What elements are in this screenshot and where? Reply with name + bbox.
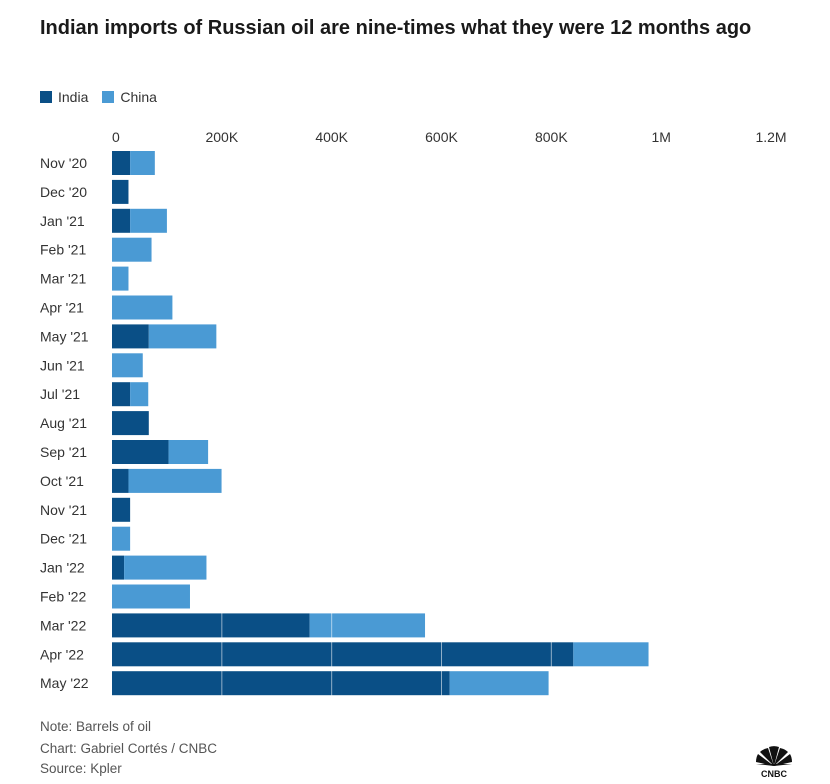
grid-lines — [221, 150, 772, 698]
category-label: Jan '21 — [40, 213, 85, 229]
cnbc-logo: CNBC — [755, 746, 793, 779]
footer-credit: Chart: Gabriel Cortés / CNBC — [40, 741, 218, 756]
bar-india — [112, 497, 131, 522]
legend-swatch-india — [40, 91, 52, 103]
x-tick-label: 800K — [535, 129, 568, 145]
x-axis-ticks: 0 200K 400K 600K 800K 1M 1.2M — [112, 129, 787, 145]
bar-china — [112, 526, 131, 551]
bar-china — [309, 613, 426, 638]
bar-china — [112, 353, 143, 378]
bar-india — [112, 382, 131, 407]
legend-label-india: India — [58, 89, 89, 105]
bar-india — [112, 555, 125, 580]
category-label: Apr '22 — [40, 646, 84, 662]
category-label: Apr '21 — [40, 300, 84, 316]
bar-china — [112, 237, 152, 262]
category-label: Dec '20 — [40, 184, 87, 200]
category-label: Dec '21 — [40, 531, 87, 547]
bar-india — [112, 411, 149, 436]
legend-item-china: China — [102, 89, 157, 105]
x-tick-label: 600K — [425, 129, 458, 145]
bar-china — [112, 295, 173, 320]
bar-india — [112, 468, 129, 493]
bar-china — [130, 382, 149, 407]
legend: India China — [40, 89, 171, 105]
category-label: Feb '22 — [40, 589, 86, 605]
bar-china — [128, 468, 222, 493]
category-label: May '22 — [40, 675, 89, 691]
bar-india — [112, 671, 450, 696]
category-label: Mar '22 — [40, 617, 86, 633]
category-label: Sep '21 — [40, 444, 87, 460]
footer-note: Note: Barrels of oil — [40, 719, 152, 734]
bar-india — [112, 613, 310, 638]
category-label: Feb '21 — [40, 242, 86, 258]
bar-india — [112, 324, 149, 349]
bar-china — [148, 324, 217, 349]
bar-india — [112, 208, 131, 233]
bar-china — [112, 266, 129, 291]
bar-china — [168, 440, 209, 464]
footer-source: Source: Kpler — [40, 761, 122, 776]
chart-title: Indian imports of Russian oil are nine-t… — [40, 17, 752, 39]
category-label: May '21 — [40, 328, 89, 344]
category-label: Nov '20 — [40, 155, 87, 171]
x-tick-label: 1M — [651, 129, 670, 145]
x-tick-label: 1.2M — [755, 129, 786, 145]
category-label: Oct '21 — [40, 473, 84, 489]
bar-china — [449, 671, 549, 696]
category-label: Aug '21 — [40, 415, 87, 431]
logo-text: CNBC — [761, 769, 787, 779]
y-axis-categories: Nov '20 Dec '20 Jan '21 Feb '21 Mar '21 Apr '… — [40, 155, 89, 691]
category-label: Jun '21 — [40, 357, 85, 373]
category-label: Mar '21 — [40, 271, 86, 287]
x-tick-label: 0 — [112, 129, 120, 145]
bar-india — [112, 151, 131, 175]
legend-swatch-china — [102, 91, 115, 103]
category-label: Jan '22 — [40, 560, 85, 576]
legend-label-china: China — [120, 89, 157, 105]
bar-china — [124, 555, 207, 580]
bar-india — [112, 642, 574, 667]
x-tick-label: 400K — [315, 129, 348, 145]
bar-china — [573, 642, 649, 667]
bar-china — [112, 584, 190, 609]
bar-india — [112, 440, 169, 464]
x-tick-label: 200K — [205, 129, 238, 145]
category-label: Nov '21 — [40, 502, 87, 518]
category-label: Jul '21 — [40, 386, 80, 402]
bar-china — [130, 151, 155, 175]
bars-group — [112, 151, 649, 696]
legend-item-india: India — [40, 89, 88, 105]
bar-india — [112, 179, 129, 204]
bar-china — [130, 208, 167, 233]
